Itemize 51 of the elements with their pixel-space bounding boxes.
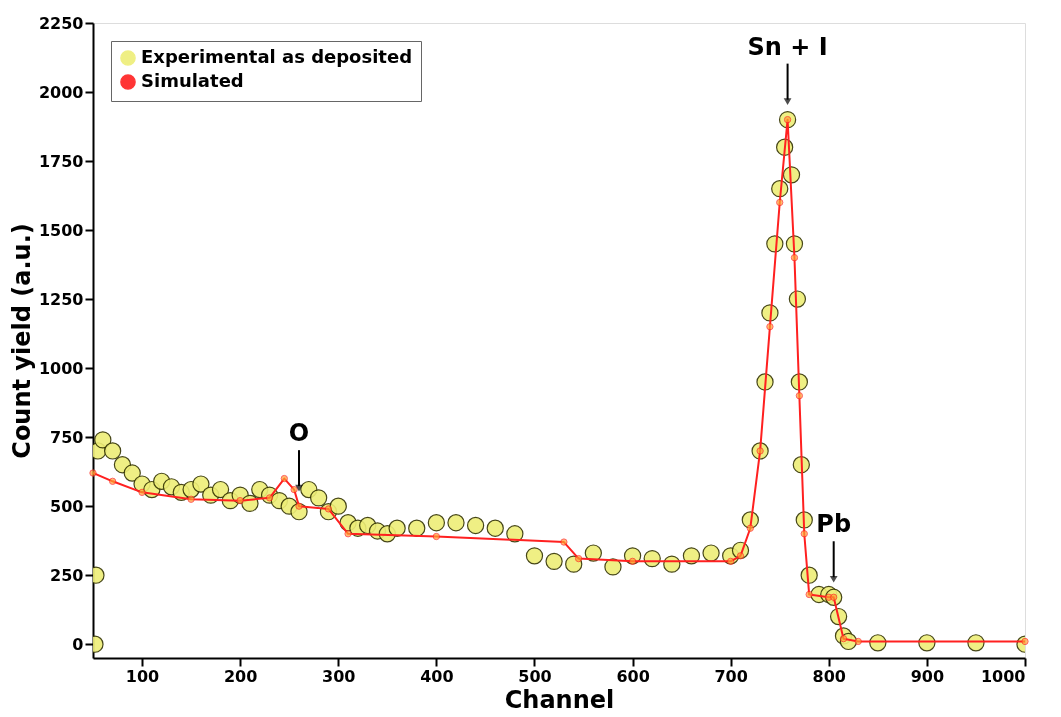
y-axis-title: Count yield (a.u.) (7, 223, 36, 459)
x-tick-label: 500 (518, 666, 552, 686)
point (138, 488, 146, 496)
x-tick-label: 700 (714, 666, 748, 686)
x-tick-label: 1000 (980, 666, 1026, 686)
point (187, 495, 195, 503)
y-tick-label: 1000 (38, 358, 84, 378)
point (736, 552, 745, 560)
y-tick-label: 500 (50, 496, 84, 516)
y-tick-label: 250 (50, 565, 84, 585)
point (295, 502, 303, 510)
point (854, 637, 862, 646)
point (795, 392, 804, 400)
point (89, 469, 97, 477)
point (790, 254, 799, 262)
point (800, 530, 808, 538)
legend-label: Experimental as deposited (141, 46, 413, 67)
y-tick-label: 750 (50, 427, 84, 447)
x-tick-label: 200 (223, 666, 258, 686)
y-tick-label: 2000 (38, 82, 84, 102)
point (746, 524, 754, 532)
y-tick-label: 1500 (38, 220, 84, 240)
y-tick-label: 2250 (38, 13, 84, 33)
x-tick-label: 100 (125, 666, 160, 686)
x-tick-label: 900 (910, 666, 945, 686)
point (290, 485, 298, 494)
point (432, 532, 441, 541)
x-tick-label: 600 (616, 666, 650, 686)
annotation: Sn + I (747, 32, 828, 61)
x-tick-label: 800 (812, 666, 846, 686)
x-tick-label: 400 (420, 666, 454, 686)
annotation: O (288, 419, 310, 448)
y-tick-label: 1750 (38, 151, 84, 171)
point (574, 554, 583, 563)
y-tick-label: 1250 (38, 289, 84, 309)
x-axis-title: Channel (504, 685, 615, 714)
point (776, 198, 784, 207)
point (108, 477, 117, 485)
y-tick-label: 0 (72, 634, 84, 654)
point (727, 557, 735, 566)
point (344, 530, 352, 538)
point (1021, 637, 1029, 646)
point (628, 557, 637, 566)
x-tick-label: 300 (322, 666, 356, 686)
point (805, 590, 813, 599)
point (236, 496, 244, 505)
annotation: Pb (816, 510, 852, 539)
point (560, 538, 568, 546)
legend-label: Simulated (141, 70, 244, 91)
point (766, 323, 774, 331)
point (280, 474, 288, 483)
